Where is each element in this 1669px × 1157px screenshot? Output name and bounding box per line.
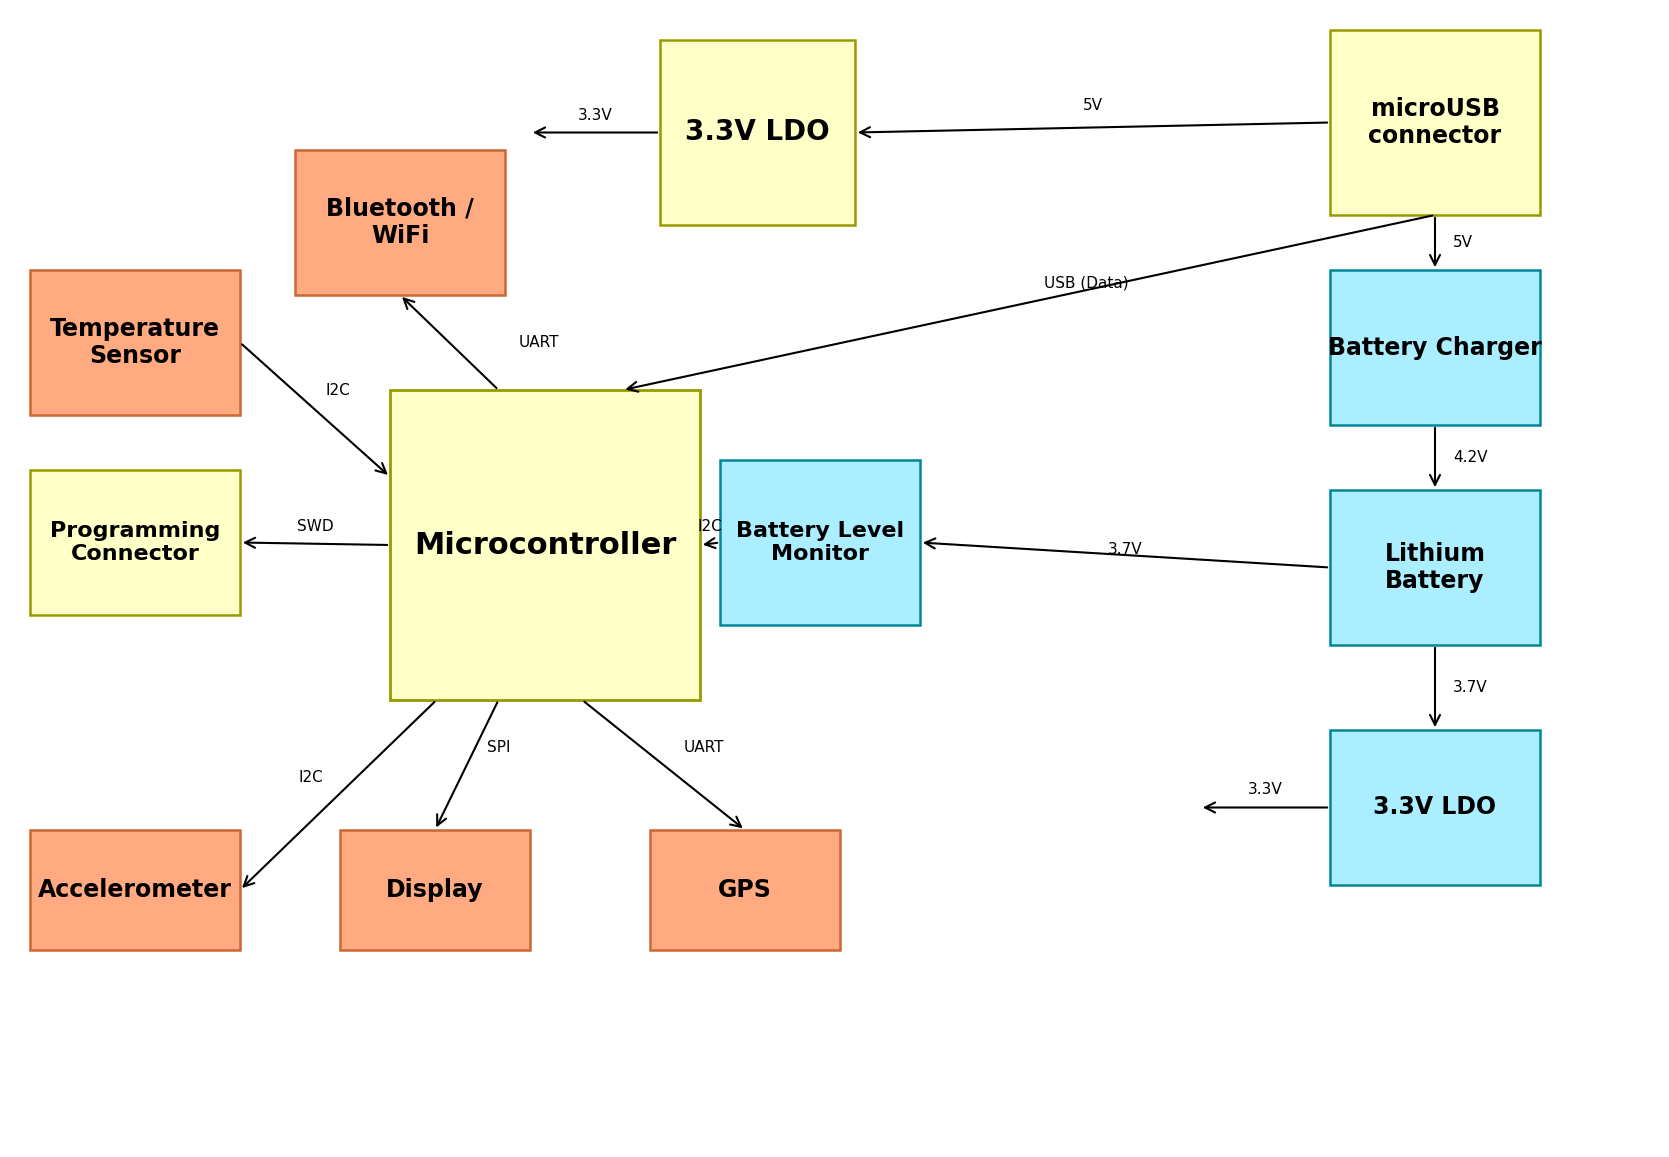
Bar [391,390,699,700]
Text: Display: Display [386,878,484,902]
Bar [1330,730,1540,885]
Bar [295,150,506,295]
Text: I2C: I2C [698,518,723,533]
Bar [1330,30,1540,215]
Bar [1330,491,1540,644]
Text: Battery Level
Monitor: Battery Level Monitor [736,521,905,565]
Bar [1330,270,1540,425]
Bar [30,270,240,415]
Bar [719,460,920,625]
Text: 3.3V LDO: 3.3V LDO [686,118,829,147]
Text: USB (Data): USB (Data) [1043,275,1128,290]
Bar [340,830,531,950]
Bar [659,40,855,224]
Text: 5V: 5V [1083,97,1103,112]
Text: 3.3V: 3.3V [1248,782,1282,797]
Text: Programming
Connector: Programming Connector [50,521,220,565]
Text: Temperature
Sensor: Temperature Sensor [50,317,220,368]
Text: 5V: 5V [1454,235,1474,250]
Bar [30,830,240,950]
Bar [649,830,840,950]
Text: Microcontroller: Microcontroller [414,531,676,560]
Text: Accelerometer: Accelerometer [38,878,232,902]
Text: SPI: SPI [487,740,511,756]
Text: 3.7V: 3.7V [1454,680,1487,695]
Text: UART: UART [684,740,724,756]
Text: Battery Charger: Battery Charger [1329,336,1542,360]
Text: I2C: I2C [325,383,350,398]
Text: UART: UART [519,336,559,351]
Text: SWD: SWD [297,518,334,533]
Text: GPS: GPS [718,878,773,902]
Bar [30,470,240,616]
Text: Bluetooth /
WiFi: Bluetooth / WiFi [325,197,474,249]
Text: Lithium
Battery: Lithium Battery [1385,541,1485,594]
Text: microUSB
connector: microUSB connector [1369,96,1502,148]
Text: 3.7V: 3.7V [1108,543,1142,558]
Text: 3.3V LDO: 3.3V LDO [1374,796,1497,819]
Text: 3.3V: 3.3V [577,108,613,123]
Text: I2C: I2C [299,771,324,784]
Text: 4.2V: 4.2V [1454,450,1487,465]
